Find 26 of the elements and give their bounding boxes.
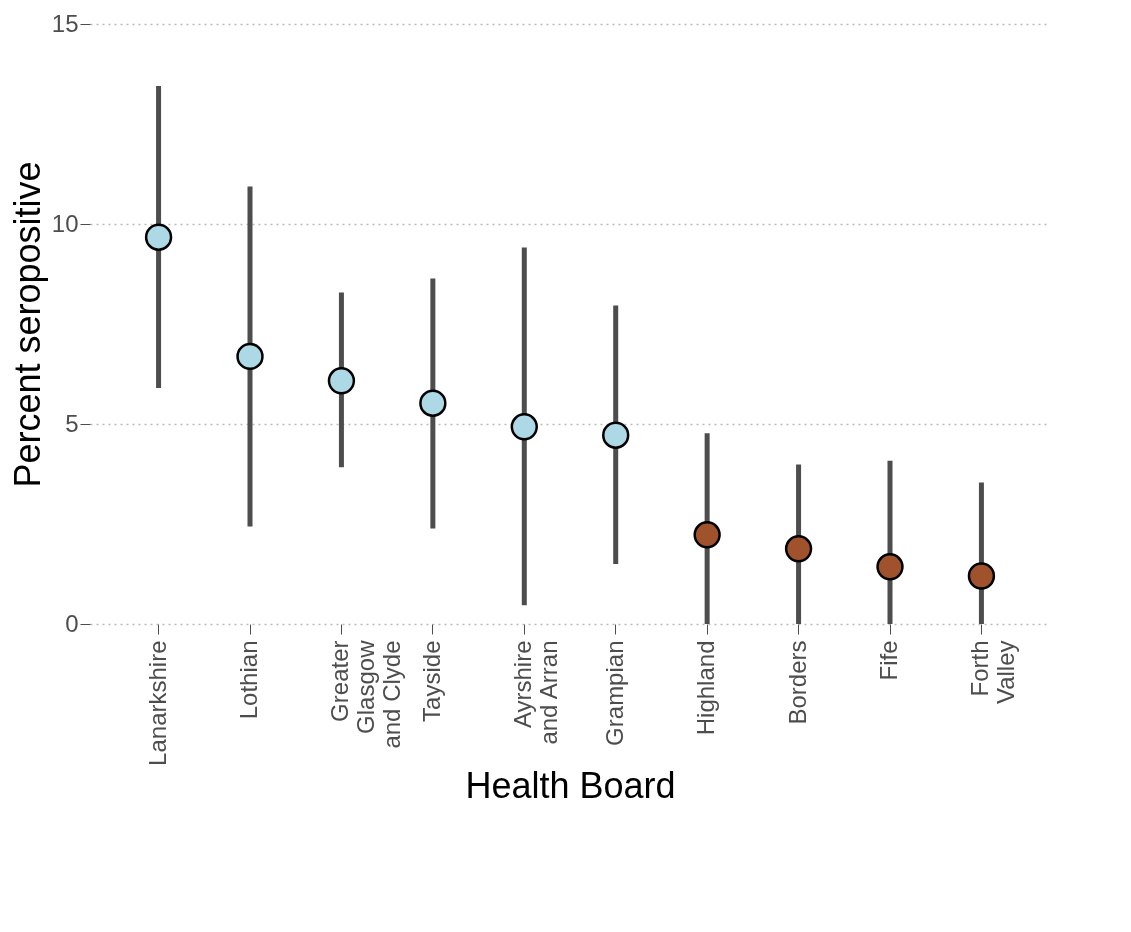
y-tick-label: 15 xyxy=(51,9,79,37)
x-tick-label: Fife xyxy=(875,640,902,681)
point xyxy=(327,367,356,395)
point xyxy=(510,413,538,441)
x-axis-title: Health Board xyxy=(465,764,676,806)
point xyxy=(144,223,173,251)
y-axis-title: Percent seropositive xyxy=(6,161,48,488)
x-tick-label: Grampian xyxy=(600,640,628,746)
point xyxy=(419,389,447,417)
point xyxy=(602,421,630,449)
x-tick-label: Tayside xyxy=(417,640,445,722)
x-tick-label: Forth Valley xyxy=(966,640,1020,705)
y-tick-label: 0 xyxy=(65,609,79,637)
x-tick-label: Lanarkshire xyxy=(143,640,171,766)
y-tick-label: 10 xyxy=(51,209,79,237)
y-tick-label: 5 xyxy=(65,409,79,437)
x-tick-label: Greater Glasgow and Clyde xyxy=(326,639,406,749)
x-tick-label: Lothian xyxy=(235,640,262,720)
point xyxy=(236,342,264,371)
x-tick-label: Ayrshire and Arran xyxy=(509,640,563,745)
x-tick-label: Borders xyxy=(783,640,811,725)
point xyxy=(693,521,721,549)
point xyxy=(784,535,813,563)
point xyxy=(967,562,996,590)
x-tick-label: Highland xyxy=(692,640,720,736)
point xyxy=(876,553,904,581)
